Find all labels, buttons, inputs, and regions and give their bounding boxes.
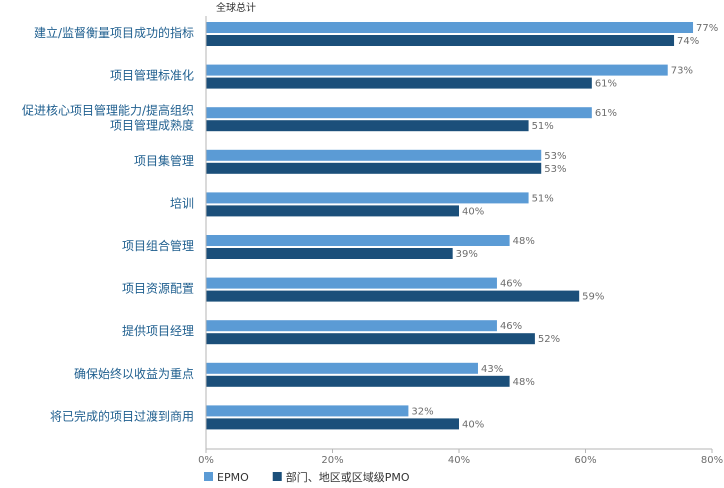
- data-label: 46%: [500, 279, 522, 290]
- bar-department-pmo: [206, 375, 510, 387]
- bar-department-pmo: [206, 162, 542, 174]
- data-label: 48%: [513, 377, 535, 388]
- bar-department-pmo: [206, 290, 580, 302]
- bar-epmo: [206, 362, 478, 374]
- x-tick-label: 80%: [701, 455, 723, 466]
- bar-epmo: [206, 107, 592, 119]
- data-label: 48%: [513, 236, 535, 247]
- category-label: 确保始终以收益为重点: [74, 366, 194, 381]
- x-tick-label: 0%: [198, 455, 214, 466]
- category-group: 培训 51% 40%: [170, 192, 554, 217]
- category-label: 项目集管理: [134, 153, 194, 168]
- category-group: 项目集管理 53% 53%: [134, 149, 566, 175]
- x-tick-label: 40%: [448, 455, 470, 466]
- category-group: 项目管理标准化 73% 61%: [110, 64, 693, 90]
- bar-department-pmo: [206, 120, 529, 132]
- data-label: 74%: [677, 36, 699, 47]
- chart-subtitle: 全球总计: [216, 1, 256, 14]
- bar-department-pmo: [206, 418, 459, 430]
- data-label: 43%: [481, 364, 503, 375]
- category-group: 建立/监督衡量项目成功的指标 77% 74%: [34, 22, 718, 47]
- data-label: 61%: [595, 79, 617, 90]
- data-label: 53%: [544, 151, 566, 162]
- data-label: 53%: [544, 164, 566, 175]
- category-label: 培训: [170, 195, 194, 210]
- category-label: 促进核心项目管理能力/提高组织: [22, 103, 194, 118]
- legend-label: EPMO: [217, 471, 249, 484]
- data-label: 40%: [462, 419, 484, 430]
- bar-department-pmo: [206, 333, 535, 345]
- data-label: 52%: [538, 334, 560, 345]
- data-label: 51%: [532, 121, 554, 132]
- category-group: 项目资源配置 46% 59%: [122, 277, 604, 303]
- data-label: 61%: [595, 108, 617, 119]
- bar-epmo: [206, 320, 497, 332]
- bar-epmo: [206, 277, 497, 289]
- bars-layer: 建立/监督衡量项目成功的指标 77%74%项目管理标准化 73%61%促进核心项目管…: [22, 22, 718, 430]
- bar-epmo: [206, 192, 529, 204]
- category-group: 将已完成的项目过渡到商用 32% 40%: [50, 405, 484, 430]
- bar-epmo: [206, 405, 409, 417]
- bar-epmo: [206, 22, 694, 33]
- data-label: 51%: [532, 193, 554, 204]
- category-group: 确保始终以收益为重点 43% 48%: [74, 362, 535, 388]
- category-label: 建立/监督衡量项目成功的指标: [34, 25, 194, 40]
- data-label: 39%: [456, 249, 478, 260]
- legend-label: 部门、地区或区域级PMO: [286, 470, 410, 484]
- data-label: 77%: [696, 23, 718, 34]
- category-group: 项目组合管理 48% 39%: [122, 235, 535, 260]
- category-label: 项目管理成熟度: [110, 118, 194, 133]
- data-label: 40%: [462, 206, 484, 217]
- category-label: 将已完成的项目过渡到商用: [50, 408, 194, 423]
- bar-epmo: [206, 149, 542, 161]
- legend-item-department-pmo: 部门、地区或区域级PMO: [272, 470, 410, 484]
- bar-department-pmo: [206, 77, 592, 89]
- x-axis: 0% 20% 40% 60% 80%: [198, 16, 723, 466]
- bar-epmo: [206, 64, 668, 76]
- legend-swatch: [272, 472, 282, 481]
- category-group: 提供项目经理 46% 52%: [122, 320, 560, 345]
- bar-department-pmo: [206, 248, 453, 259]
- bar-department-pmo: [206, 205, 459, 217]
- x-tick-label: 20%: [321, 455, 343, 466]
- x-tick-label: 60%: [574, 455, 596, 466]
- legend: EPMO 部门、地区或区域级PMO: [204, 470, 410, 484]
- legend-item-epmo: EPMO: [204, 471, 249, 484]
- data-label: 46%: [500, 321, 522, 332]
- legend-swatch: [204, 472, 213, 481]
- category-label: 提供项目经理: [122, 323, 194, 338]
- category-label: 项目组合管理: [122, 238, 194, 253]
- bar-department-pmo: [206, 35, 675, 46]
- category-label: 项目管理标准化: [110, 68, 194, 83]
- data-label: 59%: [582, 292, 604, 303]
- category-label: 项目资源配置: [122, 282, 194, 296]
- data-label: 32%: [411, 406, 433, 417]
- data-label: 73%: [671, 66, 693, 77]
- bar-epmo: [206, 235, 510, 246]
